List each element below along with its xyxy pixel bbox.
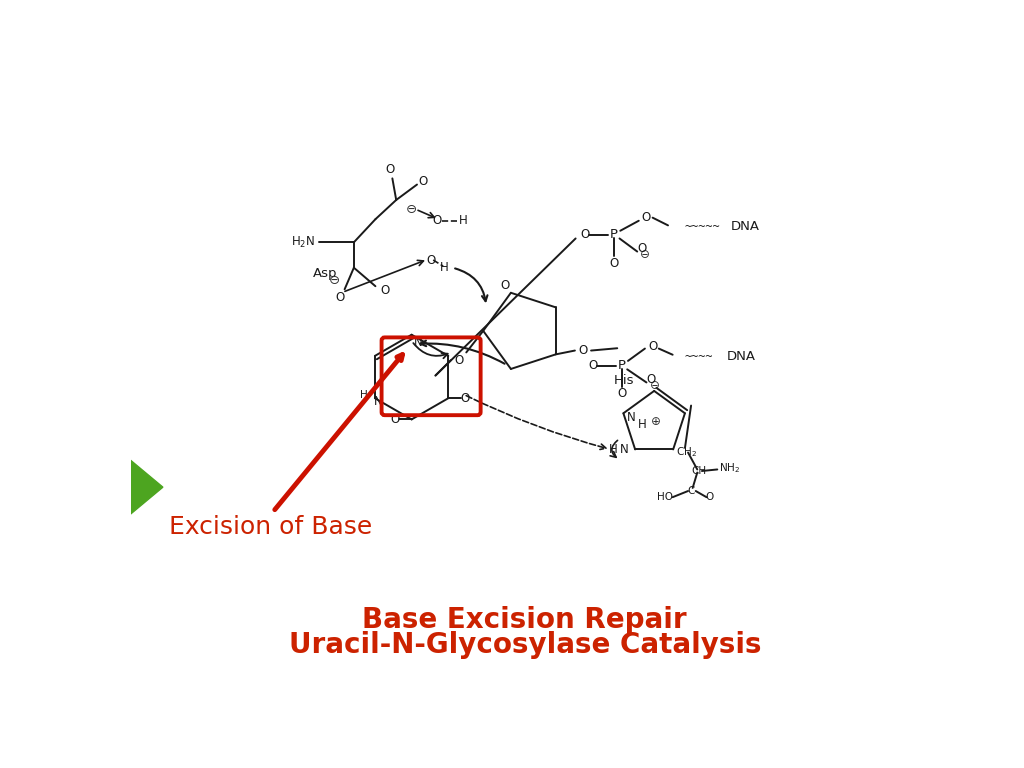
Text: O: O	[336, 291, 345, 304]
Text: O: O	[646, 373, 655, 386]
Text: CH$_2$: CH$_2$	[676, 445, 697, 459]
Text: O: O	[426, 253, 435, 266]
Text: $\ominus$: $\ominus$	[404, 203, 417, 216]
Text: O: O	[581, 228, 590, 241]
Text: H: H	[360, 390, 368, 400]
Text: N: N	[620, 443, 629, 456]
Text: $\ominus$: $\ominus$	[640, 248, 650, 261]
Polygon shape	[131, 460, 163, 514]
Text: DNA: DNA	[727, 349, 756, 362]
Text: ~~~~: ~~~~	[685, 349, 714, 362]
Text: O: O	[637, 242, 646, 255]
Text: O: O	[588, 359, 597, 372]
Text: CH: CH	[691, 466, 707, 476]
Text: O: O	[617, 387, 627, 399]
Text: N: N	[374, 395, 382, 408]
Text: O: O	[432, 214, 441, 227]
Text: C: C	[687, 486, 695, 496]
Text: P: P	[617, 359, 626, 372]
Text: O: O	[500, 279, 509, 292]
Text: O: O	[419, 175, 428, 188]
Text: N: N	[627, 412, 636, 425]
Text: $\oplus$: $\oplus$	[650, 415, 662, 429]
Text: O: O	[648, 339, 657, 353]
Text: O: O	[706, 492, 714, 502]
Text: O: O	[385, 163, 394, 176]
Text: O: O	[390, 413, 399, 426]
Text: N: N	[414, 336, 422, 349]
Text: H$_2$N: H$_2$N	[291, 235, 315, 250]
Text: HO: HO	[656, 492, 673, 502]
Text: H: H	[638, 418, 646, 431]
Text: ~~~~~: ~~~~~	[685, 220, 721, 233]
Text: H: H	[459, 214, 468, 227]
Text: DNA: DNA	[731, 220, 760, 233]
Text: His: His	[614, 375, 635, 387]
Text: Uracil-N-Glycosylase Catalysis: Uracil-N-Glycosylase Catalysis	[289, 631, 761, 659]
Text: Excision of Base: Excision of Base	[169, 515, 373, 539]
Text: Asp: Asp	[313, 266, 338, 280]
Text: O: O	[579, 344, 588, 357]
Text: P: P	[610, 228, 618, 241]
Text: $\ominus$: $\ominus$	[649, 379, 659, 392]
Text: O: O	[461, 392, 470, 405]
Text: H: H	[440, 261, 450, 274]
Text: $\ominus$: $\ominus$	[328, 273, 340, 286]
Text: O: O	[609, 257, 618, 270]
Text: H: H	[609, 443, 617, 456]
Text: O: O	[380, 284, 389, 297]
Text: O: O	[642, 211, 651, 224]
Text: O: O	[454, 353, 463, 366]
Text: NH$_2$: NH$_2$	[719, 461, 740, 475]
Text: Base Excision Repair: Base Excision Repair	[362, 606, 687, 634]
